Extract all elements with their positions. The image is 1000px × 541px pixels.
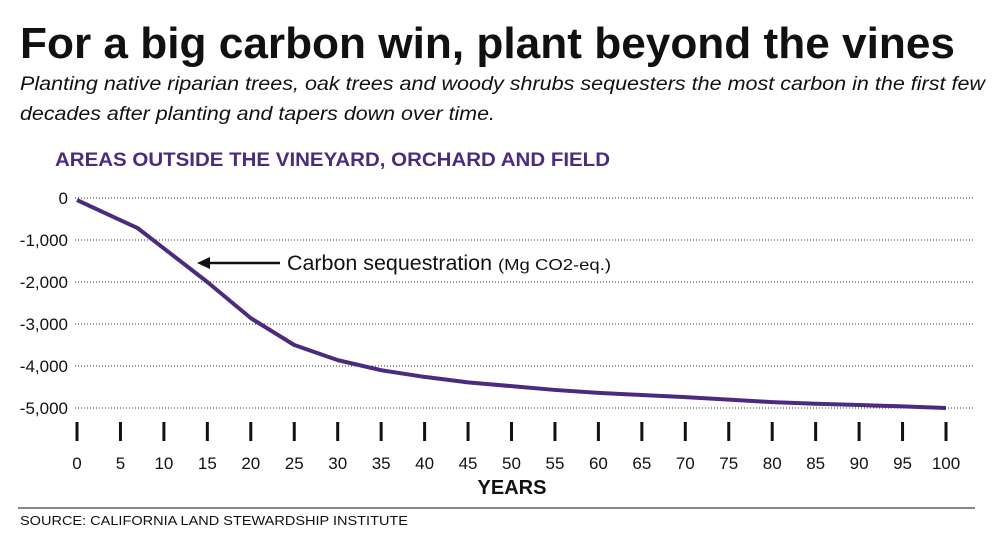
x-tick-label: 15 [198,454,217,473]
y-tick-label: -4,000 [20,357,68,376]
y-tick-label: -2,000 [20,273,68,292]
x-tick-label: 10 [154,454,173,473]
data-line [76,198,947,410]
y-tick-label: -3,000 [20,315,68,334]
x-tick-label: 5 [116,454,125,473]
x-tick-label: 95 [893,454,912,473]
x-tick-label: 80 [763,454,782,473]
subtitle: Planting native riparian trees, oak tree… [20,74,986,95]
x-tick-label: 20 [241,454,260,473]
x-tick-label: 40 [415,454,434,473]
x-tick-label: 45 [459,454,478,473]
heading: AREAS OUTSIDE THE VINEYARD, ORCHARD AND … [55,150,610,171]
y-tick-label: -5,000 [20,399,68,418]
x-tick-label: 100 [932,454,960,473]
chart-title: For a big carbon win, plant beyond the v… [20,19,955,68]
y-tick-label: 0 [59,189,68,208]
x-tick-label: 75 [719,454,738,473]
x-tick-label: 0 [72,454,81,473]
arrow-head [197,257,210,269]
x-tick-label: 70 [676,454,695,473]
x-tick-label: 35 [372,454,391,473]
annotation: Carbon sequestration [287,252,492,275]
annotation-unit: (Mg CO2-eq.) [498,257,611,274]
x-tick-label: 85 [806,454,825,473]
x-tick-label: 25 [285,454,304,473]
subtitle: decades after planting and tapers down o… [20,104,495,125]
y-tick-label: -1,000 [20,231,68,250]
x-tick-label: 65 [632,454,651,473]
x-tick-label: 30 [328,454,347,473]
x-tick-label: 60 [589,454,608,473]
source: SOURCE: CALIFORNIA LAND STEWARDSHIP INST… [20,513,408,528]
x-tick-label: 55 [545,454,564,473]
x-axis-label: YEARS [478,477,547,499]
x-tick-label: 90 [850,454,869,473]
x-tick-label: 50 [502,454,521,473]
